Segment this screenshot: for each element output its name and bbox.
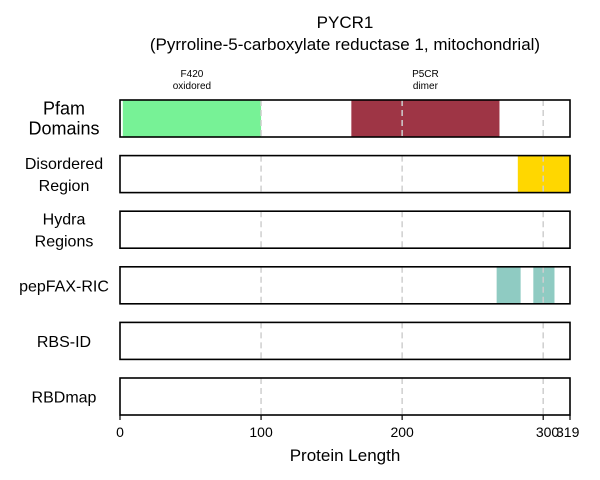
track-1: Disordered Region	[25, 154, 571, 195]
track-label: RBDmap	[32, 390, 97, 407]
feature-block	[496, 266, 521, 304]
track-label: Region	[39, 178, 90, 195]
x-tick-label: 0	[116, 424, 124, 440]
x-tick-label: 300	[536, 424, 560, 440]
chart-title: PYCR1	[317, 13, 374, 32]
chart-subtitle: (Pyrroline-5-carboxylate reductase 1, mi…	[150, 35, 540, 54]
feature-block	[351, 100, 500, 137]
feature-label: P5CR	[412, 69, 439, 80]
track-3: pepFAX-RIC	[19, 265, 571, 305]
track-label: RBS-ID	[37, 334, 91, 351]
track-label: Regions	[35, 234, 94, 251]
track-2: Hydra Regions	[35, 210, 571, 251]
x-tick-label: 100	[249, 424, 273, 440]
feature-block	[122, 100, 262, 137]
track-frame	[119, 377, 571, 416]
track-label: Domains	[28, 119, 99, 139]
feature-block	[533, 266, 555, 304]
x-tick-label: 319	[556, 424, 580, 440]
track-label: Pfam	[43, 99, 85, 119]
feature-label: oxidored	[173, 81, 211, 92]
track-label: Disordered	[25, 156, 103, 173]
track-frame	[119, 210, 571, 249]
feature-label: F420	[181, 69, 204, 80]
track-frame	[119, 321, 571, 361]
track-4: RBS-ID	[37, 321, 571, 361]
x-tick-label: 200	[390, 424, 414, 440]
track-frame	[119, 265, 571, 305]
track-label: Hydra	[43, 212, 86, 229]
feature-label: dimer	[413, 81, 439, 92]
x-axis-label: Protein Length	[290, 446, 401, 465]
track-label: pepFAX-RIC	[19, 278, 109, 295]
track-frame	[119, 99, 571, 138]
track-frame	[119, 154, 571, 194]
track-5: RBDmap	[32, 377, 571, 416]
